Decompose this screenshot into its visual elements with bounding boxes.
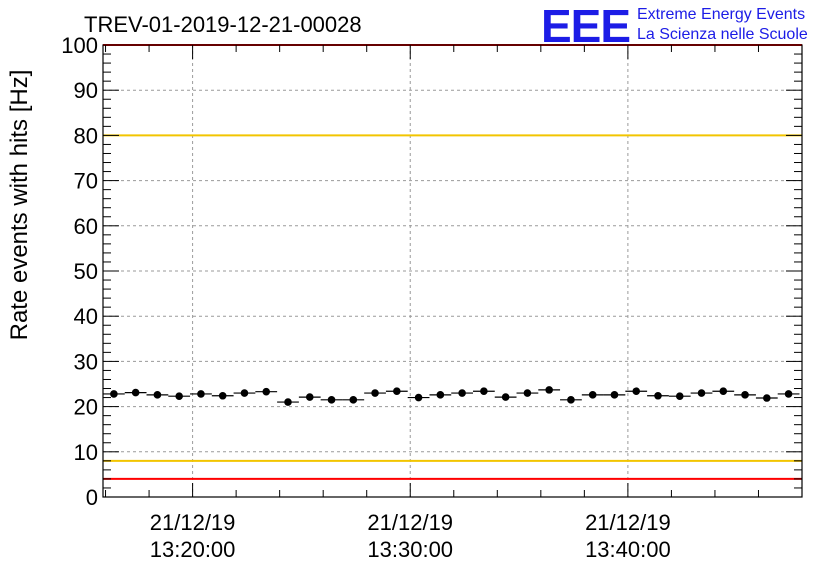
y-axis-label: Rate events with hits [Hz] <box>6 70 33 341</box>
y-tick-label: 0 <box>86 485 98 510</box>
data-point <box>197 390 205 398</box>
y-tick-label: 10 <box>74 440 98 465</box>
x-tick-time: 13:40:00 <box>585 537 671 562</box>
data-point <box>719 387 728 396</box>
data-point <box>305 393 314 401</box>
data-point <box>153 391 162 399</box>
data-point <box>393 387 401 396</box>
eee-logo: EEE <box>541 0 630 52</box>
data-point <box>436 391 445 399</box>
data-point <box>218 391 227 400</box>
data-point <box>784 390 793 398</box>
org-name: Extreme Energy Events <box>637 6 805 23</box>
y-tick-labels: 0 10 20 30 40 50 60 70 80 90 100 <box>61 33 98 510</box>
y-tick-label: 60 <box>74 214 98 239</box>
plot-frame <box>102 44 803 498</box>
grid-lines <box>103 45 802 497</box>
data-point <box>523 389 532 397</box>
data-point <box>284 398 292 406</box>
data-point <box>131 388 140 397</box>
data-point <box>567 396 575 404</box>
y-tick-label: 80 <box>74 123 98 148</box>
data-point <box>675 392 684 401</box>
y-tick-label: 20 <box>74 395 98 420</box>
x-tick-time: 13:20:00 <box>150 537 236 562</box>
data-point <box>414 393 423 402</box>
data-point <box>763 394 771 402</box>
data-point <box>654 391 662 400</box>
data-point <box>110 390 118 398</box>
data-point <box>240 389 249 397</box>
x-tick-date: 21/12/19 <box>585 510 671 535</box>
run-title: TREV-01-2019-12-21-00028 <box>84 12 362 37</box>
data-point <box>741 391 749 399</box>
data-point <box>588 391 597 399</box>
data-point <box>327 396 336 404</box>
x-tick-labels: 21/12/1913:20:0021/12/1913:30:0021/12/19… <box>150 510 671 562</box>
y-tick-label: 90 <box>74 78 98 103</box>
data-point <box>545 386 553 394</box>
data-point <box>458 389 466 397</box>
y-tick-label: 40 <box>74 304 98 329</box>
data-point <box>501 393 510 401</box>
x-tick-date: 21/12/19 <box>150 510 236 535</box>
data-point <box>632 387 641 396</box>
data-point <box>610 391 619 399</box>
data-point <box>480 387 488 396</box>
org-subtitle: La Scienza nelle Scuole <box>637 26 808 43</box>
x-tick-time: 13:30:00 <box>367 537 453 562</box>
data-points <box>103 386 800 406</box>
data-point <box>349 396 358 404</box>
data-point <box>697 389 706 397</box>
y-tick-label: 100 <box>61 33 98 58</box>
data-point <box>175 392 183 401</box>
reference-lines <box>103 44 802 480</box>
y-tick-label: 30 <box>74 349 98 374</box>
y-tick-label: 50 <box>74 259 98 284</box>
x-tick-date: 21/12/19 <box>367 510 453 535</box>
data-point <box>371 389 379 397</box>
data-point <box>262 387 271 396</box>
y-tick-label: 70 <box>74 169 98 194</box>
